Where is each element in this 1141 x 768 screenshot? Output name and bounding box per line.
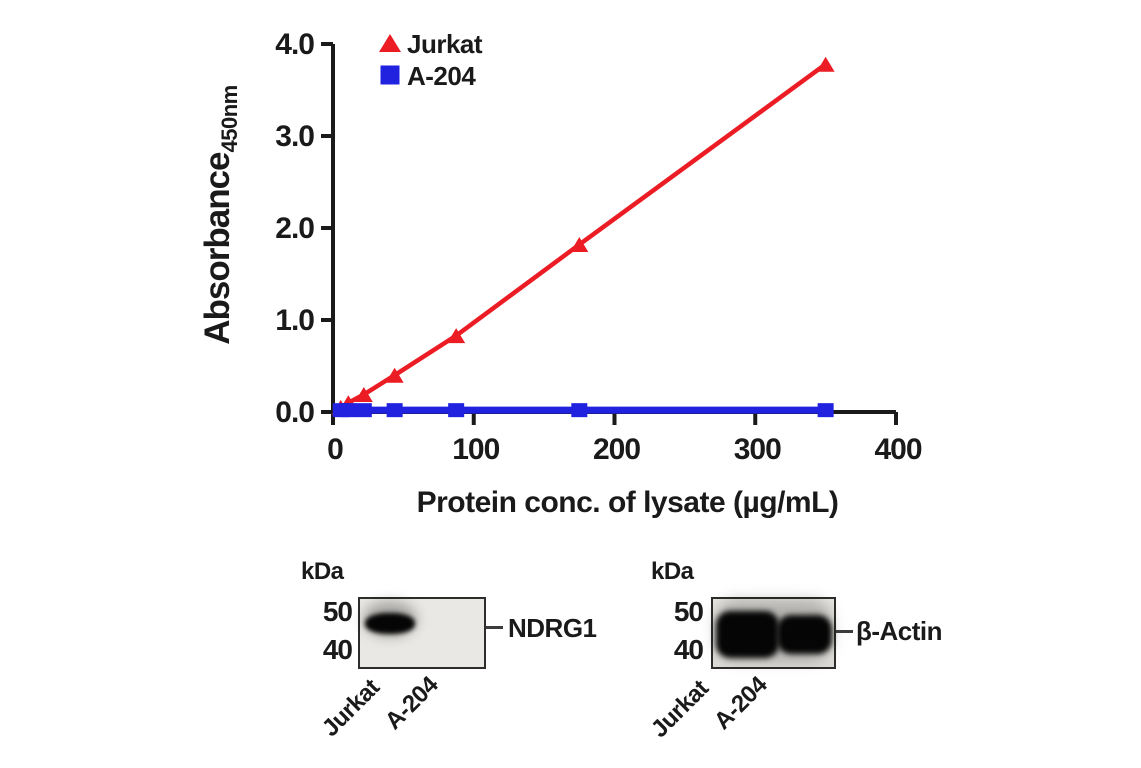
legend-marker-a-204	[380, 65, 400, 85]
blot2-mw-40: 40	[673, 634, 704, 665]
y-tick-label: 0.0	[275, 396, 314, 429]
y-tick-label: 4.0	[275, 28, 314, 61]
data-point-a-204	[817, 403, 834, 418]
x-tick-label: 200	[593, 433, 640, 466]
blot2-jurkat-band	[716, 611, 779, 658]
blot1-mw-50: 50	[322, 596, 353, 627]
legend-label-jurkat: Jurkat	[407, 29, 483, 59]
data-point-jurkat	[816, 56, 835, 72]
y-tick-label: 3.0	[275, 120, 314, 153]
blot2-a204-band	[777, 615, 832, 654]
data-point-a-204	[340, 403, 357, 418]
x-axis-title: Protein conc. of lysate (µg/mL)	[417, 486, 839, 519]
blot2-membrane	[711, 597, 836, 669]
blot2-pointer-line	[836, 630, 853, 633]
legend-marker-jurkat	[379, 34, 401, 52]
elisa-chart: 0.0 1.0 2.0 3.0 4.0 0 100 200 300 400 Protein conc…	[198, 28, 923, 519]
y-axis-title: Absorbance450nm	[198, 85, 242, 345]
blot2-lane-jurkat: Jurkat	[645, 675, 714, 743]
data-point-jurkat	[354, 387, 373, 403]
blot1-pointer-line	[486, 626, 503, 629]
blot2-mw-50: 50	[673, 596, 704, 627]
data-point-jurkat	[385, 367, 404, 383]
data-point-jurkat	[570, 237, 589, 253]
blot1-membrane	[358, 597, 486, 669]
blot2-target-label: β-Actin	[856, 616, 943, 646]
data-point-a-204	[355, 403, 372, 418]
blot2-lane-a204: A-204	[708, 671, 773, 735]
x-tick-label: 0	[327, 433, 343, 466]
x-tick-label: 300	[734, 433, 781, 466]
y-tick-label: 2.0	[275, 212, 314, 245]
blot1-lane-a204: A-204	[379, 671, 444, 735]
blot1-mw-40: 40	[322, 634, 353, 665]
y-tick-label: 1.0	[275, 304, 314, 337]
blot2-kda-label: kDa	[651, 558, 694, 585]
legend-label-a-204: A-204	[407, 61, 476, 91]
blot1-jurkat-band	[365, 613, 415, 634]
x-tick-label: 400	[874, 433, 921, 466]
blot1-target-label: NDRG1	[508, 613, 597, 643]
data-point-a-204	[448, 403, 465, 418]
data-point-a-204	[386, 403, 403, 418]
blot1-lane-jurkat: Jurkat	[316, 674, 385, 742]
series-line-jurkat	[338, 61, 828, 410]
x-tick-label: 100	[452, 433, 499, 466]
data-point-jurkat	[447, 328, 466, 344]
data-point-a-204	[571, 403, 588, 418]
blot1-kda-label: kDa	[301, 558, 344, 585]
